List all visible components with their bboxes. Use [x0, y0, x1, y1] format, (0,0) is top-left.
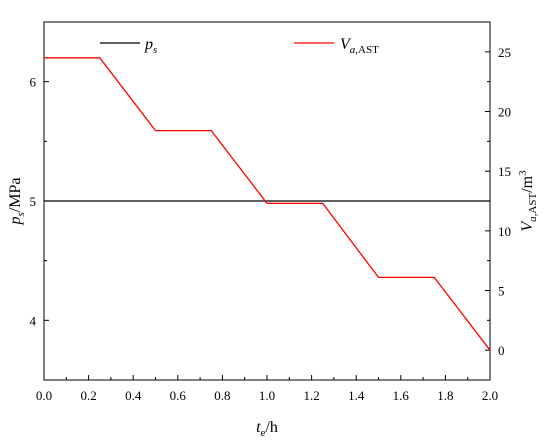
y-right-tick-label: 20 — [498, 105, 511, 120]
y-right-tick-label: 5 — [498, 284, 505, 299]
y-right-tick-label: 25 — [498, 45, 511, 60]
legend-label-vast: Va,AST — [340, 36, 379, 56]
y-right-tick-label: 10 — [498, 224, 511, 239]
y-right-axis-title: Va,AST/m3 — [517, 170, 539, 232]
x-tick-label: 1.2 — [303, 388, 319, 403]
y-right-tick-label: 15 — [498, 164, 511, 179]
x-tick-label: 1.0 — [259, 388, 275, 403]
legend-label-ps: ps — [144, 36, 157, 56]
series-group — [44, 57, 491, 351]
x-tick-label: 0.4 — [125, 388, 142, 403]
x-tick-label: 1.4 — [348, 388, 365, 403]
x-tick-label: 1.6 — [393, 388, 410, 403]
x-axis-title: te/h — [256, 419, 278, 439]
y-left-tick-label: 5 — [30, 194, 37, 209]
y-left-axis-title: ps/MPa — [7, 178, 27, 226]
legend: ps Va,AST — [100, 36, 379, 56]
x-tick-label: 1.8 — [437, 388, 453, 403]
y-left-tick-label: 4 — [30, 313, 37, 328]
x-tick-label: 0.6 — [170, 388, 187, 403]
y-right-axis-ticks: 0 5 10 15 20 25 — [485, 21, 511, 381]
y-left-tick-label: 6 — [30, 75, 37, 90]
x-tick-label: 0.0 — [36, 388, 52, 403]
y-right-tick-label: 0 — [498, 343, 505, 358]
x-tick-label: 0.2 — [80, 388, 96, 403]
x-tick-label: 2.0 — [482, 388, 498, 403]
series-line-vast — [44, 57, 491, 351]
x-axis-ticks: 0.0 0.2 0.4 0.6 0.8 1.0 1.2 1.4 1.6 1.8 2.0 — [36, 375, 498, 403]
x-tick-label: 0.8 — [214, 388, 230, 403]
